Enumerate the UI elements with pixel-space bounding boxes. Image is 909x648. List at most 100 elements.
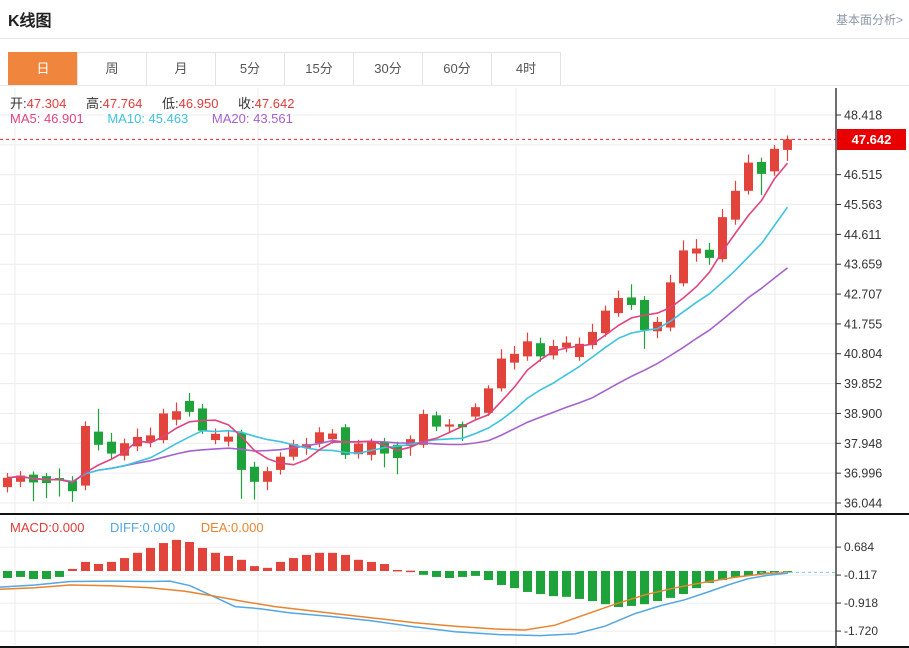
tab-period-6[interactable]: 60分 <box>422 52 492 86</box>
candle-body <box>159 413 168 441</box>
high-value: 47.764 <box>102 96 143 111</box>
macd-bar <box>55 571 64 577</box>
macd-bar <box>42 571 51 580</box>
candle-body <box>627 297 636 305</box>
macd-bar <box>523 571 532 592</box>
macd-bar <box>3 571 12 578</box>
candle-body <box>198 408 207 431</box>
macd-bar <box>315 552 324 571</box>
macd-bar <box>81 561 90 571</box>
macd-legend: MACD:0.000 DIFF:0.000 DEA:0.000 <box>10 520 286 535</box>
macd-bar <box>406 570 415 573</box>
candle-body <box>237 432 246 470</box>
close-label: 收: <box>238 96 255 111</box>
macd-bar <box>94 564 103 571</box>
macd-bar <box>120 558 129 571</box>
candle-body <box>484 388 493 413</box>
dea-value: DEA:0.000 <box>200 520 264 535</box>
diff-value: DIFF:0.000 <box>110 520 176 535</box>
low-value: 46.950 <box>178 96 219 111</box>
candle-body <box>588 331 597 346</box>
tab-period-4[interactable]: 15分 <box>284 52 354 86</box>
macd-bar <box>328 552 337 571</box>
macd-bar <box>536 571 545 595</box>
macd-value: MACD:0.000 <box>10 520 85 535</box>
macd-bar <box>705 571 714 583</box>
macd-bar <box>640 571 649 605</box>
macd-axis-label: -0.918 <box>844 596 878 610</box>
high-label: 高: <box>86 96 103 111</box>
candle-body <box>250 466 259 482</box>
macd-bar <box>471 571 480 576</box>
macd-bar <box>16 571 25 577</box>
macd-bar <box>302 554 311 571</box>
macd-bar <box>367 561 376 571</box>
macd-bar <box>237 559 246 571</box>
price-axis-label: 41.755 <box>844 317 882 331</box>
macd-bar <box>419 571 428 575</box>
macd-bar <box>497 571 506 585</box>
candle-body <box>328 433 337 440</box>
candle-body <box>81 425 90 486</box>
macd-bar <box>575 571 584 599</box>
macd-bar <box>484 571 493 581</box>
macd-bar <box>614 571 623 607</box>
macd-bar <box>458 571 467 577</box>
candle-body <box>315 432 324 444</box>
macd-bar <box>159 543 168 571</box>
macd-bar <box>731 571 740 577</box>
candle-body <box>432 415 441 427</box>
price-axis-label: 36.996 <box>844 467 882 481</box>
tab-period-2[interactable]: 月 <box>146 52 216 86</box>
candle-body <box>172 411 181 420</box>
macd-bar <box>744 571 753 576</box>
low-label: 低: <box>162 96 179 111</box>
fundamental-analysis-link[interactable]: 基本面分析> <box>835 13 903 27</box>
candle-body <box>185 400 194 412</box>
macd-bar <box>198 547 207 571</box>
candle-body <box>757 161 766 174</box>
tab-period-0[interactable]: 日 <box>8 52 78 86</box>
macd-bar <box>393 569 402 572</box>
candle-body <box>16 475 25 482</box>
macd-bar <box>601 571 610 605</box>
price-axis-label: 36.044 <box>844 497 882 511</box>
price-axis-label: 45.563 <box>844 198 882 212</box>
candle-body <box>120 443 129 456</box>
close-value: 47.642 <box>254 96 295 111</box>
ma5-line <box>7 162 789 484</box>
tab-period-5[interactable]: 30分 <box>353 52 423 86</box>
macd-bar <box>172 539 181 571</box>
macd-bar <box>185 541 194 571</box>
macd-bar <box>354 559 363 571</box>
price-axis-label: 48.418 <box>844 109 882 123</box>
price-axis-label: 43.659 <box>844 258 882 272</box>
macd-bar <box>549 571 558 597</box>
candle-body <box>354 443 363 455</box>
ma20-line <box>7 267 788 483</box>
candle-body <box>289 444 298 457</box>
macd-bar <box>692 571 701 589</box>
candle-body <box>393 444 402 458</box>
price-axis-label: 38.900 <box>844 407 882 421</box>
ma20-legend: MA20: 43.561 <box>211 111 293 126</box>
ma5-legend: MA5: 46.901 <box>10 111 84 126</box>
candle-body <box>679 250 688 284</box>
candle-body <box>744 162 753 191</box>
candle-body <box>146 435 155 442</box>
macd-bar <box>770 571 779 573</box>
candle-body <box>224 436 233 442</box>
ohlc-legend: 开:47.304 高:47.764 低:46.950 收:47.642 <box>10 93 310 112</box>
open-value: 47.304 <box>26 96 67 111</box>
open-label: 开: <box>10 96 27 111</box>
macd-axis-label: -0.117 <box>844 568 877 582</box>
macd-bar <box>263 567 272 571</box>
candle-body <box>419 414 428 445</box>
macd-bar <box>653 571 662 602</box>
macd-bar <box>588 571 597 602</box>
candle-body <box>614 298 623 314</box>
tab-period-3[interactable]: 5分 <box>215 52 285 86</box>
page-title: K线图 <box>8 13 52 30</box>
